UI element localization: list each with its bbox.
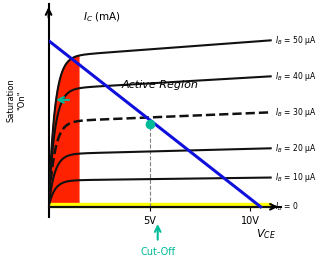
Text: $I_C$ (mA): $I_C$ (mA) <box>84 11 122 24</box>
Text: Cut-Off: Cut-Off <box>140 247 175 257</box>
Text: Saturation
"On": Saturation "On" <box>6 78 26 122</box>
Text: $I_B$ = 40 μA: $I_B$ = 40 μA <box>275 70 316 83</box>
Text: $I_B$ = 10 μA: $I_B$ = 10 μA <box>275 171 316 184</box>
Text: $I_B$ = 30 μA: $I_B$ = 30 μA <box>275 106 316 119</box>
Text: Active Region: Active Region <box>122 80 198 90</box>
Text: $I_B$ = 20 μA: $I_B$ = 20 μA <box>275 142 316 155</box>
Text: $I_B$ = 50 μA: $I_B$ = 50 μA <box>275 34 316 47</box>
Text: $I_B$ = 0: $I_B$ = 0 <box>275 200 299 213</box>
Polygon shape <box>49 56 79 207</box>
Text: $V_{CE}$: $V_{CE}$ <box>256 228 276 241</box>
